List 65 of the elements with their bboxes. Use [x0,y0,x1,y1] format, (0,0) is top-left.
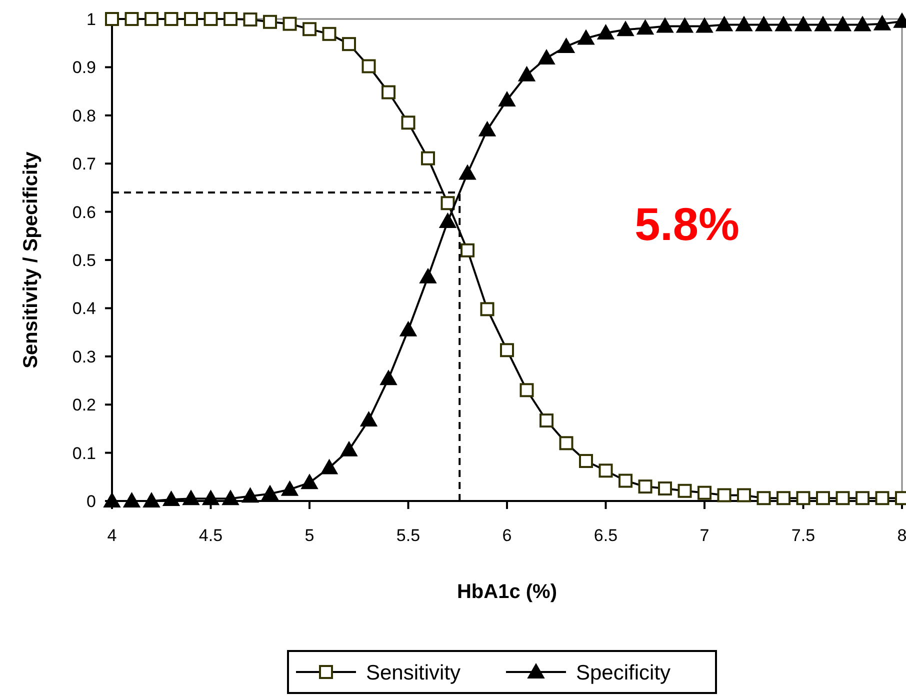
point [716,16,733,32]
y-tick-label: 0.4 [72,299,96,318]
y-tick-label: 0.3 [72,347,96,366]
point [104,492,120,508]
x-tick-label: 5 [304,526,314,545]
point [262,485,278,500]
point [123,492,140,508]
x-tick-label: 5.5 [396,526,420,545]
point [380,370,397,386]
point [736,16,752,32]
y-tick-label: 0.2 [72,396,96,415]
point [478,121,496,136]
x-tick-label: 6.5 [594,526,618,545]
legend-label: Sensitivity [366,661,462,684]
point [676,18,694,33]
y-tick-label: 0.7 [72,154,96,174]
point [538,50,555,65]
y-tick-label: 0.6 [72,202,96,222]
point [281,480,298,496]
point [794,16,812,32]
point [617,21,634,36]
point [814,16,832,32]
point [420,268,436,284]
point [578,30,594,45]
point [854,16,871,32]
point [834,16,852,32]
x-tick-label: 6 [502,526,512,545]
y-tick-label: 0.9 [72,58,96,78]
annotation: 5.8% [634,198,740,250]
x-tick-label: 7.5 [791,526,816,545]
point [360,412,378,427]
point [755,16,772,32]
x-tick-label: 7 [700,526,710,545]
y-tick-label: 0.5 [72,250,96,270]
point [222,490,239,506]
point [340,441,358,456]
point [696,18,713,33]
point [597,24,614,40]
y-tick-label: 1 [86,10,96,29]
y-tick-label: 0.8 [72,106,96,126]
y-tick-label: 0 [86,492,96,511]
point [202,490,220,506]
point [498,91,516,106]
point [874,15,891,30]
point [320,459,338,474]
x-tick-label: 8 [897,526,906,545]
point [775,16,792,32]
point [301,474,318,490]
x-axis-title: HbA1c (%) [456,581,558,603]
point [182,490,200,506]
point [459,164,476,180]
x-tick-label: 4.5 [198,526,223,545]
point [400,321,417,336]
point [143,492,160,508]
point [518,66,536,82]
y-tick-label: 0.1 [72,444,96,463]
point [656,18,674,33]
point [162,491,180,506]
x-tick-label: 4 [107,526,117,545]
legend-label: Specificity [576,661,672,684]
point [558,38,575,53]
point [242,488,259,503]
point [439,212,456,228]
y-axis-title: Sensitivity / Specificity [20,150,42,368]
point [636,20,654,35]
